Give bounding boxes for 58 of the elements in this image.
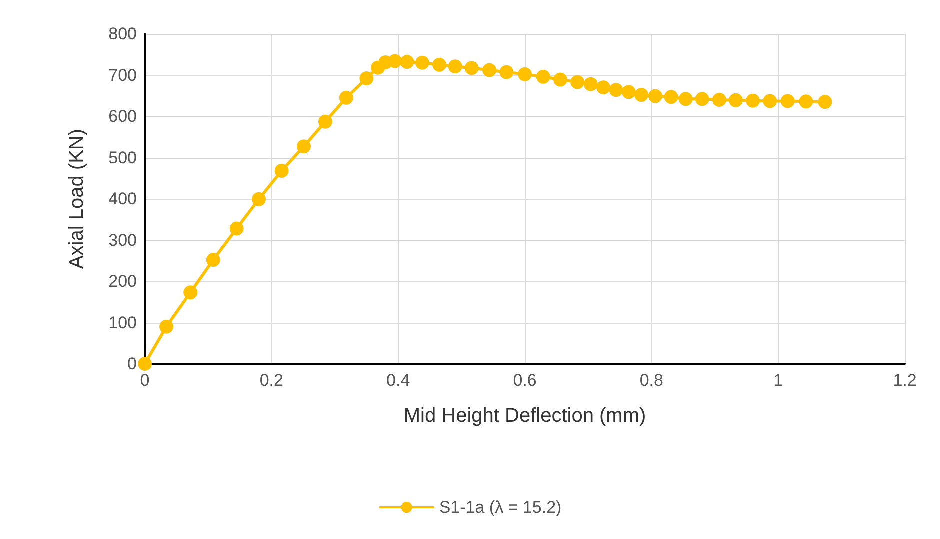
point — [799, 94, 814, 109]
point — [400, 55, 414, 70]
point — [230, 222, 244, 236]
point — [184, 286, 198, 300]
legend-label: S1-1a (λ = 15.2) — [439, 498, 562, 517]
point — [746, 94, 760, 108]
point — [252, 192, 266, 206]
x-axis-title: Mid Height Deflection (mm) — [404, 405, 646, 427]
point — [296, 140, 311, 154]
y-tick-label: 600 — [108, 107, 137, 126]
y-axis-title: Axial Load (KN) — [66, 128, 88, 270]
point — [664, 90, 678, 104]
point — [648, 89, 662, 104]
point — [448, 60, 462, 74]
point — [536, 70, 550, 84]
x-tick-label: 0.2 — [260, 371, 284, 390]
point — [609, 83, 624, 98]
point — [622, 85, 636, 100]
x-tick-label: 0 — [140, 371, 150, 390]
point — [570, 75, 585, 90]
x-tick-label: 0.6 — [513, 371, 537, 390]
y-tick-label: 400 — [108, 190, 137, 208]
point — [432, 58, 446, 72]
y-tick-label: 800 — [108, 24, 137, 44]
point — [596, 80, 611, 95]
x-tick-label: 0.8 — [640, 371, 664, 390]
point — [138, 357, 152, 371]
point — [818, 95, 832, 110]
x-tick-label: 1 — [774, 371, 784, 390]
y-tick-label: 700 — [108, 66, 137, 85]
point — [274, 164, 289, 178]
point — [584, 77, 598, 92]
y-tick-label: 300 — [108, 230, 137, 250]
point — [160, 320, 174, 334]
x-tick-label: 1.2 — [893, 371, 917, 390]
point — [678, 92, 693, 106]
y-tick-label: 500 — [108, 148, 137, 168]
point — [695, 92, 710, 106]
point — [763, 94, 778, 108]
point — [780, 94, 795, 108]
y-tick-label: 100 — [108, 313, 137, 332]
y-tick-label: 200 — [108, 272, 137, 291]
point — [318, 114, 332, 129]
point — [206, 253, 220, 268]
point — [712, 93, 726, 107]
point — [518, 67, 532, 82]
point — [415, 56, 430, 70]
point — [339, 90, 354, 105]
point — [500, 65, 514, 80]
point — [553, 72, 568, 87]
y-tick-label: 0 — [128, 354, 137, 374]
point — [360, 72, 374, 86]
x-tick-label: 0.4 — [386, 371, 410, 390]
point — [482, 63, 497, 78]
point — [388, 54, 402, 68]
point — [464, 61, 479, 76]
point — [728, 93, 743, 108]
point — [634, 88, 649, 102]
